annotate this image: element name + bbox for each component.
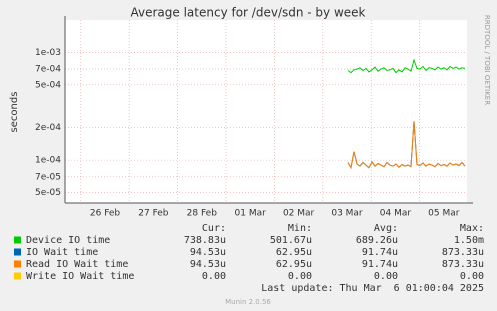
y-tick-label: 7e-05 [35,172,61,182]
y-tick-label: 2e-04 [35,123,61,133]
legend-swatch [14,236,21,244]
y-tick-label: 5e-04 [35,80,61,90]
legend-swatch [14,272,21,280]
last-update: Last update: Thu Mar 6 01:00:04 2025 [261,283,484,294]
legend-label: IO Wait time [26,247,98,258]
legend-stat: 873.33u [442,247,484,258]
legend-label: Device IO time [26,235,110,246]
legend-stat: 0.00 [202,271,226,282]
legend-stat: 94.53u [190,259,226,270]
legend-swatch [14,248,21,256]
legend-stat: 0.00 [288,271,312,282]
legend-stat: 94.53u [190,247,226,258]
x-tick-label: 02 Mar [283,209,315,219]
x-tick-label: 03 Mar [331,209,363,219]
legend-stat: 62.95u [276,247,312,258]
y-tick-label: 5e-05 [35,188,61,198]
legend-stat: 0.00 [460,271,484,282]
y-tick-label: 1e-04 [35,156,61,166]
series-line [347,121,466,170]
x-tick-label: 04 Mar [380,209,412,219]
y-tick-label: 7e-04 [35,65,61,75]
legend-header: Avg: [374,223,398,234]
footer: Munin 2.0.56 [225,298,271,306]
x-tick-label: 05 Mar [428,209,460,219]
chart-title: Average latency for /dev/sdn - by week [131,6,366,20]
legend-stat: 1.50m [454,235,484,246]
legend-label: Read IO Wait time [26,259,128,270]
side-label: RRDTOOL / TOBI OETIKER [483,15,491,105]
legend-stat: 689.26u [356,235,398,246]
x-tick-label: 26 Feb [90,209,121,219]
y-tick-label: 1e-03 [35,48,61,58]
x-tick-label: 28 Feb [187,209,218,219]
x-tick-label: 01 Mar [235,209,267,219]
y-axis-label: seconds [9,92,20,133]
series-line [347,58,466,74]
legend-label: Write IO Wait time [26,271,134,282]
legend-stat: 738.83u [184,235,226,246]
legend-header: Cur: [202,223,226,234]
legend-stat: 91.74u [362,247,398,258]
plot-area [65,20,467,203]
legend-stat: 0.00 [374,271,398,282]
legend-stat: 873.33u [442,259,484,270]
legend-header: Max: [460,223,484,234]
legend-stat: 91.74u [362,259,398,270]
legend-header: Min: [288,223,312,234]
legend-swatch [14,260,21,268]
x-tick-label: 27 Feb [138,209,169,219]
legend-stat: 62.95u [276,259,312,270]
legend-stat: 501.67u [270,235,312,246]
